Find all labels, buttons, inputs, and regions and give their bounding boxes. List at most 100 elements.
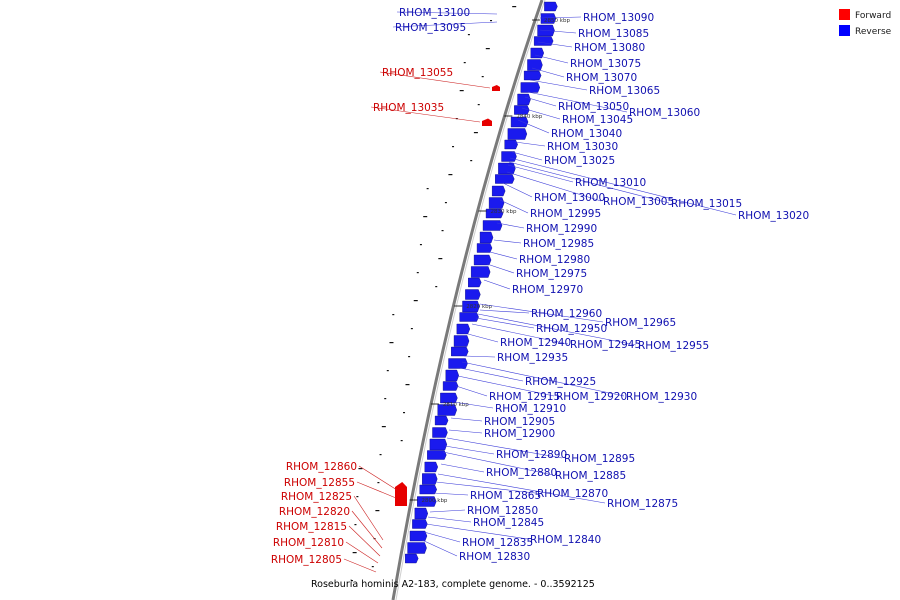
feature-mark <box>377 482 380 484</box>
gene-label-rhom-13070[interactable]: RHOM_13070 <box>566 72 637 84</box>
gene-label-rhom-13100[interactable]: RHOM_13100 <box>399 7 470 19</box>
reverse-gene-block <box>453 335 470 347</box>
gene-label-rhom-12970[interactable]: RHOM_12970 <box>512 284 583 296</box>
gene-label-rhom-13030[interactable]: RHOM_13030 <box>547 141 618 153</box>
gene-label-rhom-12825[interactable]: RHOM_12825 <box>281 491 352 503</box>
gene-label-rhom-13015[interactable]: RHOM_13015 <box>671 198 742 210</box>
gene-label-rhom-13080[interactable]: RHOM_13080 <box>574 42 645 54</box>
gene-label-rhom-13090[interactable]: RHOM_13090 <box>583 12 654 24</box>
label-leader <box>442 451 554 476</box>
reverse-gene-block <box>459 312 479 322</box>
scale-tick-label: 2850 kbp <box>544 18 570 24</box>
gene-label-rhom-13065[interactable]: RHOM_13065 <box>589 85 660 97</box>
gene-label-rhom-13055[interactable]: RHOM_13055 <box>382 67 453 79</box>
reverse-gene-block <box>427 450 447 460</box>
reverse-gene-block <box>414 507 429 520</box>
feature-mark <box>452 146 455 148</box>
label-leader-lines <box>343 11 737 573</box>
label-leader <box>499 199 529 214</box>
gene-label-rhom-13050[interactable]: RHOM_13050 <box>558 101 629 113</box>
gene-label-rhom-12805[interactable]: RHOM_12805 <box>271 554 342 566</box>
gene-label-rhom-13045[interactable]: RHOM_13045 <box>562 114 633 126</box>
gene-label-rhom-12925[interactable]: RHOM_12925 <box>525 376 596 388</box>
gene-label-rhom-12840[interactable]: RHOM_12840 <box>530 534 601 546</box>
label-leader <box>537 41 573 48</box>
feature-mark <box>371 566 374 568</box>
label-leader <box>506 171 602 202</box>
reverse-gene-block <box>462 300 480 313</box>
gene-label-rhom-12885[interactable]: RHOM_12885 <box>555 470 626 482</box>
label-leader <box>444 445 495 455</box>
gene-label-rhom-12845[interactable]: RHOM_12845 <box>473 517 544 529</box>
forward-gene-block <box>492 85 500 91</box>
gene-label-rhom-12895[interactable]: RHOM_12895 <box>564 453 635 465</box>
feature-mark <box>381 426 386 428</box>
gene-label-rhom-12900[interactable]: RHOM_12900 <box>484 428 555 440</box>
gene-label-rhom-12860[interactable]: RHOM_12860 <box>286 461 357 473</box>
gene-label-rhom-12920[interactable]: RHOM_12920 <box>556 391 627 403</box>
reverse-gene-block <box>488 197 505 209</box>
feature-mark <box>358 468 363 470</box>
feature-mark <box>350 580 353 582</box>
feature-mark <box>485 48 490 50</box>
gene-label-rhom-13035[interactable]: RHOM_13035 <box>373 102 444 114</box>
gene-label-rhom-12890[interactable]: RHOM_12890 <box>496 449 567 461</box>
gene-label-rhom-12910[interactable]: RHOM_12910 <box>495 403 566 415</box>
gene-label-rhom-12865[interactable]: RHOM_12865 <box>470 490 541 502</box>
genome-backbone <box>391 0 544 600</box>
gene-label-rhom-13005[interactable]: RHOM_13005 <box>603 196 674 208</box>
label-leader <box>463 355 496 358</box>
gene-label-rhom-12905[interactable]: RHOM_12905 <box>484 416 555 428</box>
reverse-gene-block <box>533 36 554 46</box>
gene-label-rhom-12965[interactable]: RHOM_12965 <box>605 317 676 329</box>
gene-label-rhom-13060[interactable]: RHOM_13060 <box>629 107 700 119</box>
gene-label-rhom-12835[interactable]: RHOM_12835 <box>462 537 533 549</box>
feature-mark <box>419 244 422 246</box>
gene-label-rhom-12935[interactable]: RHOM_12935 <box>497 352 568 364</box>
gene-label-rhom-12850[interactable]: RHOM_12850 <box>467 505 538 517</box>
gene-label-rhom-12995[interactable]: RHOM_12995 <box>530 208 601 220</box>
gene-label-rhom-12955[interactable]: RHOM_12955 <box>638 340 709 352</box>
label-leader <box>392 21 498 28</box>
gene-label-rhom-12855[interactable]: RHOM_12855 <box>284 477 355 489</box>
gene-label-rhom-12880[interactable]: RHOM_12880 <box>486 467 557 479</box>
gene-label-rhom-12990[interactable]: RHOM_12990 <box>526 223 597 235</box>
gene-label-rhom-12930[interactable]: RHOM_12930 <box>626 391 697 403</box>
reverse-gene-block <box>465 289 481 300</box>
gene-label-rhom-12960[interactable]: RHOM_12960 <box>531 308 602 320</box>
gene-label-rhom-13020[interactable]: RHOM_13020 <box>738 210 809 222</box>
gene-label-rhom-12815[interactable]: RHOM_12815 <box>276 521 347 533</box>
reverse-gene-block <box>523 70 542 81</box>
reverse-gene-block <box>507 128 528 140</box>
reverse-gene-track <box>405 1 558 564</box>
reverse-gene-block <box>468 277 482 288</box>
gene-label-rhom-12820[interactable]: RHOM_12820 <box>279 506 350 518</box>
gene-label-rhom-13075[interactable]: RHOM_13075 <box>570 58 641 70</box>
gene-label-rhom-12875[interactable]: RHOM_12875 <box>607 498 678 510</box>
gene-label-rhom-12985[interactable]: RHOM_12985 <box>523 238 594 250</box>
gene-label-rhom-12945[interactable]: RHOM_12945 <box>570 339 641 351</box>
reverse-gene-block <box>495 174 515 184</box>
gene-label-rhom-12830[interactable]: RHOM_12830 <box>459 551 530 563</box>
gene-label-rhom-13025[interactable]: RHOM_13025 <box>544 155 615 167</box>
feature-mark <box>392 314 395 316</box>
gene-label-rhom-12980[interactable]: RHOM_12980 <box>519 254 590 266</box>
gene-label-rhom-12975[interactable]: RHOM_12975 <box>516 268 587 280</box>
gene-label-rhom-13085[interactable]: RHOM_13085 <box>578 28 649 40</box>
gene-label-rhom-13010[interactable]: RHOM_13010 <box>575 177 646 189</box>
gene-label-rhom-12940[interactable]: RHOM_12940 <box>500 337 571 349</box>
feature-mark <box>352 552 357 554</box>
gene-label-rhom-12950[interactable]: RHOM_12950 <box>536 323 607 335</box>
gene-label-rhom-13000[interactable]: RHOM_13000 <box>534 192 605 204</box>
gene-label-rhom-12915[interactable]: RHOM_12915 <box>489 391 560 403</box>
label-leader <box>455 385 488 397</box>
gene-label-rhom-12870[interactable]: RHOM_12870 <box>537 488 608 500</box>
label-leader <box>421 539 458 557</box>
reverse-gene-block <box>510 116 529 128</box>
gene-label-rhom-13040[interactable]: RHOM_13040 <box>551 128 622 140</box>
gene-label-rhom-12810[interactable]: RHOM_12810 <box>273 537 344 549</box>
label-leader <box>475 317 535 329</box>
reverse-gene-block <box>440 392 458 404</box>
gene-label-rhom-13095[interactable]: RHOM_13095 <box>395 22 466 34</box>
